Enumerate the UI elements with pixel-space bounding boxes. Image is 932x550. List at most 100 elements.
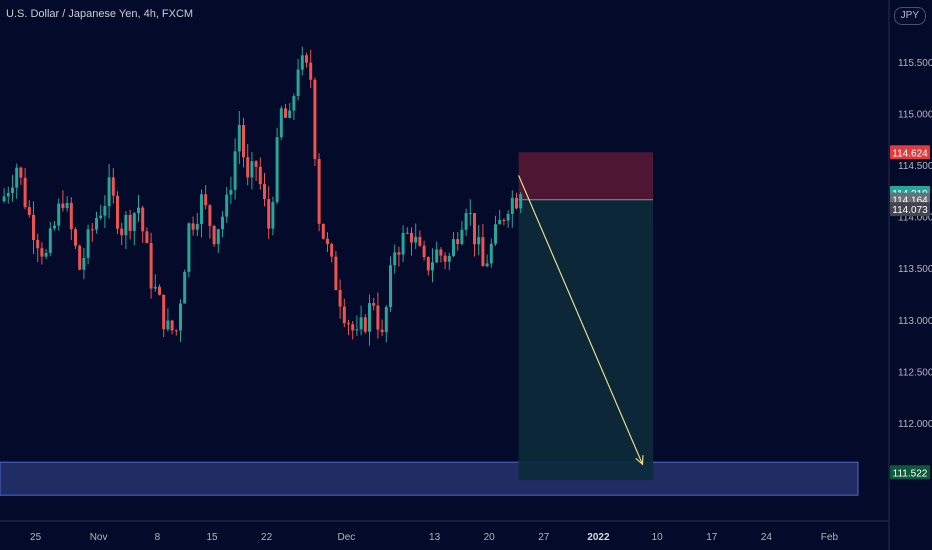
candle-body	[515, 197, 518, 209]
candle	[233, 138, 237, 200]
candle-body	[225, 194, 229, 217]
candle	[132, 211, 136, 246]
overlay-layer	[518, 175, 644, 466]
candle-body	[397, 252, 401, 255]
candle-body	[187, 223, 191, 272]
candle-body	[519, 194, 523, 209]
candle	[99, 204, 103, 220]
candle	[149, 232, 153, 299]
candle	[116, 191, 119, 234]
candle	[317, 153, 321, 232]
candle-body	[221, 216, 224, 230]
candle-body	[242, 125, 245, 158]
candle-body	[86, 229, 90, 258]
x-tick-label: Nov	[90, 532, 108, 543]
x-tick-label: 24	[761, 532, 773, 543]
candle-body	[233, 151, 237, 190]
candle-body	[120, 228, 124, 236]
candle-body	[36, 239, 40, 249]
candle	[510, 190, 514, 228]
candle-body	[53, 225, 56, 229]
currency-button[interactable]: JPY	[893, 7, 926, 25]
candle	[40, 242, 44, 265]
candle	[347, 319, 350, 335]
candle-body	[305, 55, 308, 63]
price-badge-low: 114.073	[890, 202, 930, 217]
candle-body	[145, 231, 149, 244]
zones-layer	[0, 152, 859, 496]
candle	[179, 299, 182, 342]
candle-body	[275, 137, 279, 203]
candle-body	[321, 223, 325, 239]
badges-layer: 114.624114.21901:25:03114.164114.073111.…	[890, 145, 930, 480]
candle-body	[40, 248, 44, 257]
candle-body	[456, 239, 460, 244]
candle-body	[99, 215, 103, 219]
candle	[473, 212, 476, 257]
candle-body	[128, 214, 132, 231]
candle-body	[23, 177, 27, 208]
candle-body	[389, 265, 392, 308]
candle-body	[166, 320, 170, 330]
candle	[111, 168, 115, 204]
candle	[216, 228, 220, 253]
candle-body	[300, 55, 304, 70]
candle	[229, 176, 233, 205]
candle	[86, 224, 90, 265]
y-tick-label: 114.000	[898, 213, 932, 224]
candle-body	[485, 263, 489, 267]
candle	[65, 196, 69, 212]
candle	[405, 227, 409, 235]
candle	[32, 201, 35, 254]
candle	[351, 320, 355, 340]
candle	[342, 298, 346, 328]
candle	[19, 166, 23, 185]
price-badge-bg	[890, 202, 930, 217]
y-tick-label: 114.500	[898, 161, 932, 172]
y-tick-label: 115.000	[898, 109, 932, 120]
candle	[456, 232, 460, 251]
candle-body	[200, 194, 203, 224]
projection-arrow	[518, 175, 644, 465]
candle	[53, 220, 56, 231]
candle-body	[162, 294, 166, 330]
candle-body	[452, 239, 455, 256]
candle-body	[422, 245, 426, 258]
candle-body	[2, 196, 6, 202]
candle	[27, 200, 31, 218]
candle-body	[74, 229, 77, 246]
x-tick-label: 13	[429, 532, 441, 543]
candle	[422, 240, 426, 261]
candle-body	[107, 177, 111, 207]
candles-layer	[2, 46, 523, 346]
candle-body	[191, 223, 195, 230]
candle-body	[116, 195, 119, 229]
candle	[74, 227, 77, 250]
candle-body	[61, 203, 65, 209]
candle	[334, 251, 338, 291]
candle	[305, 52, 308, 68]
candle-body	[426, 257, 430, 271]
candle	[11, 174, 14, 202]
candle	[158, 284, 161, 296]
candle-body	[246, 157, 250, 178]
candle	[6, 186, 10, 204]
candle-body	[473, 213, 476, 245]
candle-body	[418, 236, 422, 246]
candle	[90, 222, 94, 242]
candle	[61, 190, 65, 212]
candle	[124, 211, 128, 250]
candle-body	[342, 306, 346, 324]
candle	[321, 223, 325, 240]
candle	[485, 254, 489, 268]
candle-body	[174, 330, 178, 332]
candle-body	[510, 197, 514, 214]
candle	[275, 127, 279, 205]
candle-body	[477, 237, 481, 245]
price-badge-value: 114.073	[892, 205, 928, 216]
candle-body	[158, 286, 161, 295]
candle	[380, 319, 384, 337]
price-badge-value: 111.522	[893, 468, 928, 479]
